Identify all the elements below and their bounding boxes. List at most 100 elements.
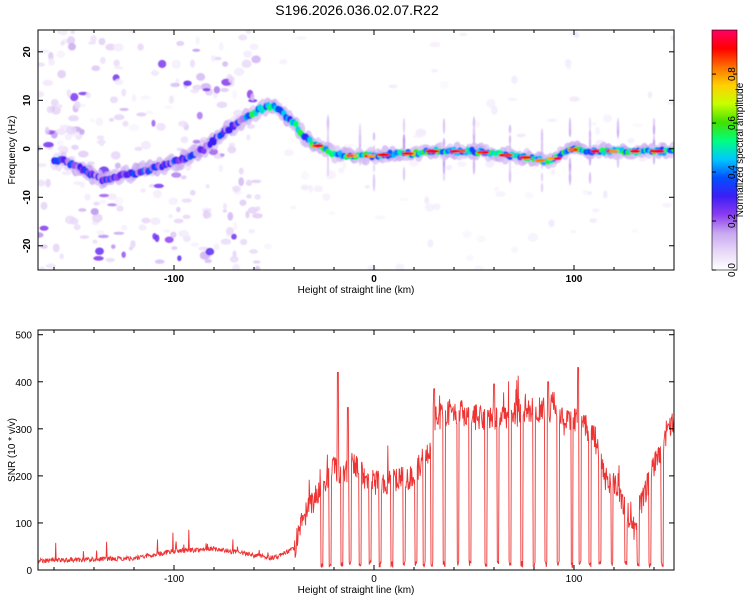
spectral-noise-blob	[106, 193, 117, 201]
spectral-spike	[372, 173, 376, 192]
spectral-noise-blob	[591, 121, 597, 126]
spectral-noise-blob	[57, 69, 66, 79]
figure-title: S196.2026.036.02.07.R22	[275, 2, 439, 18]
spectral-noise-blob	[141, 217, 151, 224]
spectral-noise-blob	[105, 257, 115, 263]
spectral-noise-blob	[130, 240, 136, 249]
spectral-noise-blob	[238, 177, 245, 187]
spectral-noise-blob	[121, 251, 126, 258]
spectral-noise-blob	[59, 30, 68, 36]
spectral-noise-blob	[594, 126, 601, 136]
spectral-noise-blob	[56, 128, 67, 136]
y-tick-label: 0	[22, 146, 33, 152]
spectral-noise-blob	[134, 146, 143, 151]
spectral-noise-blob	[408, 159, 419, 167]
spectral-noise-blob	[176, 206, 181, 213]
spectral-noise-blob	[395, 263, 405, 270]
spectral-noise-blob	[631, 229, 638, 233]
spectral-noise-blob	[121, 224, 128, 231]
spectral-spike	[326, 162, 330, 177]
spectral-noise-blob	[427, 239, 434, 248]
snr-x-label: Height of straight line (km)	[298, 585, 415, 596]
spectral-spike	[616, 117, 620, 131]
spectral-noise-blob	[246, 134, 251, 141]
spectral-noise-blob	[251, 55, 261, 64]
spectral-noise-blob	[429, 41, 441, 48]
spectral-noise-blob	[527, 232, 539, 242]
spectral-spike	[326, 116, 330, 129]
spectral-noise-blob	[87, 41, 97, 45]
spectral-spike	[508, 125, 512, 135]
spectral-noise-blob	[666, 101, 674, 106]
y-tick-label: 300	[15, 425, 32, 436]
spectral-noise-blob	[569, 96, 580, 102]
spectral-noise-blob	[190, 242, 200, 247]
spectral-noise-blob	[228, 142, 236, 147]
spectral-noise-blob	[38, 145, 42, 152]
spectral-noise-blob	[171, 59, 181, 69]
spectrogram-frame	[37, 29, 675, 271]
spectral-noise-blob	[170, 82, 181, 88]
spectral-noise-blob	[284, 149, 294, 157]
spectral-noise-blob	[433, 203, 441, 211]
spectral-spike	[402, 118, 406, 134]
spectral-noise-blob	[57, 104, 63, 109]
spectral-noise-blob	[198, 246, 209, 251]
spectral-noise-blob	[471, 120, 481, 128]
spectral-noise-blob	[38, 179, 46, 187]
spectral-noise-blob	[511, 75, 518, 84]
x-tick-label: 0	[371, 274, 377, 285]
colorbar-tick-label: 0.0	[727, 263, 738, 277]
spectral-noise-blob	[171, 246, 178, 251]
ridge-hotspot	[567, 148, 575, 152]
spectral-noise-blob	[192, 48, 201, 52]
spectral-spike	[508, 134, 512, 144]
spectral-noise-blob	[86, 161, 95, 166]
snr-plot: -100 0 100 0 100 200 300 400 500 Height of stra…	[7, 329, 675, 596]
spectral-spike	[588, 117, 592, 132]
spectral-noise-blob	[632, 123, 643, 127]
spectral-noise-blob	[313, 185, 324, 193]
spectral-noise-blob	[176, 40, 185, 47]
spectral-noise-blob	[52, 243, 60, 253]
ridge-hotspot	[536, 158, 546, 163]
spectral-noise-blob	[84, 193, 91, 201]
spectral-noise-blob	[486, 98, 496, 108]
spectral-noise-blob	[210, 55, 216, 62]
spectral-noise-blob	[136, 112, 147, 117]
spectral-noise-blob	[168, 95, 175, 104]
spectral-spike	[372, 132, 376, 141]
spectral-noise-blob	[220, 87, 229, 93]
spectral-noise-blob	[183, 80, 192, 87]
spectral-noise-blob	[164, 236, 174, 244]
spectral-noise-blob	[247, 206, 258, 214]
spectral-noise-blob	[113, 43, 124, 52]
spectral-noise-blob	[67, 43, 77, 51]
spectral-noise-blob	[456, 161, 467, 168]
spectral-noise-blob	[114, 78, 124, 86]
spectral-noise-blob	[227, 211, 234, 221]
spectral-noise-blob	[250, 93, 255, 101]
spectral-noise-blob	[85, 92, 92, 99]
y-tick-label: -20	[22, 238, 33, 253]
spectral-noise-blob	[70, 30, 75, 34]
spectral-noise-blob	[254, 265, 261, 270]
spectral-noise-blob	[57, 145, 67, 152]
spectral-noise-blob	[220, 238, 232, 245]
ridge-core	[671, 146, 674, 153]
spectral-noise-blob	[91, 65, 101, 72]
y-tick-label: 10	[22, 94, 33, 106]
ridge-hotspot	[401, 152, 411, 156]
spectral-noise-blob	[254, 194, 261, 200]
spectral-noise-blob	[424, 196, 430, 205]
spectral-noise-blob	[78, 208, 87, 212]
spectral-noise-blob	[96, 139, 107, 145]
spectral-noise-blob	[114, 66, 124, 70]
spectral-noise-blob	[156, 122, 166, 131]
spectral-noise-blob	[205, 247, 215, 256]
spectral-noise-blob	[246, 194, 252, 199]
spectral-noise-blob	[462, 230, 472, 238]
spectral-noise-blob	[627, 137, 635, 144]
spectral-noise-blob	[308, 184, 314, 193]
spectral-noise-blob	[170, 231, 177, 239]
